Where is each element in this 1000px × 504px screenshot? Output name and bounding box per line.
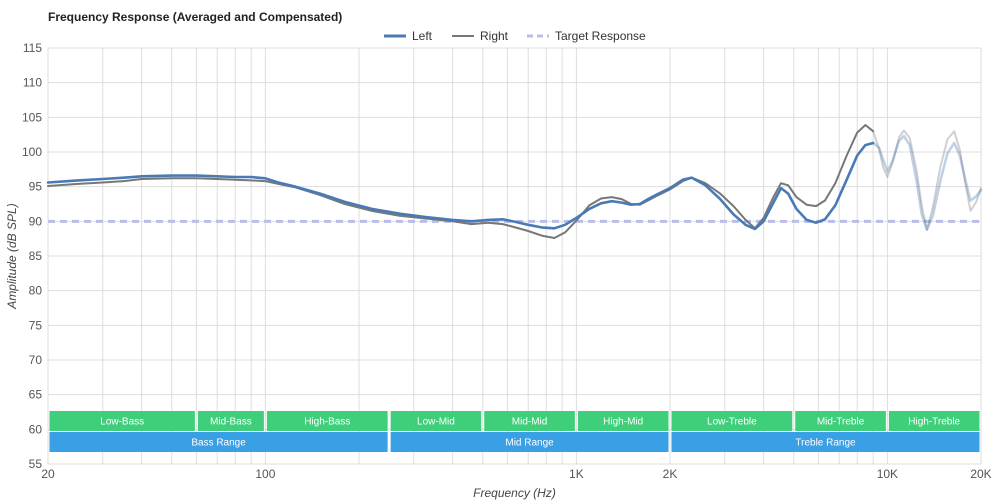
y-tick-label: 70: [29, 353, 43, 367]
range-mid-treble-label: Mid-Treble: [817, 417, 865, 428]
range-mid-range-label: Mid Range: [505, 438, 554, 449]
range-high-bass-label: High-Bass: [304, 417, 350, 428]
range-low-mid-band: [390, 411, 482, 431]
series-lines: [46, 124, 983, 239]
legend: Left Right Target Response: [384, 29, 646, 43]
range-low-treble-label: Low-Treble: [707, 417, 757, 428]
y-tick-label: 65: [29, 388, 43, 402]
y-tick-label: 100: [22, 145, 42, 159]
range-treble-range-label: Treble Range: [795, 438, 856, 449]
left-line-faded: [871, 134, 983, 231]
range-high-bass-band: [266, 411, 388, 431]
tick-labels: 55 60 65 70 75 80 85 90 95 100 105 110 115 20 100 1K 2K 1…: [22, 41, 992, 481]
x-tick-label: 100: [255, 467, 275, 481]
range-low-treble-band: [671, 411, 793, 431]
y-tick-label: 105: [22, 110, 42, 124]
range-mid-mid-band: [484, 411, 575, 431]
range-high-mid-label: High-Mid: [603, 417, 643, 428]
chart-title: Frequency Response (Averaged and Compens…: [48, 10, 343, 24]
legend-left-label: Left: [412, 29, 433, 43]
x-tick-label: 1K: [569, 467, 584, 481]
range-treble-range-band: [671, 432, 980, 452]
y-tick-label: 80: [29, 284, 43, 298]
right-line-faded: [872, 129, 982, 231]
x-tick-label: 2K: [663, 467, 678, 481]
y-tick-label: 110: [23, 76, 42, 90]
y-tick-label: 85: [29, 249, 43, 263]
left-line: [46, 141, 875, 231]
x-tick-label: 20: [41, 467, 55, 481]
range-high-treble-label: High-Treble: [908, 417, 960, 428]
range-mid-range-band: [390, 432, 669, 452]
range-low-bass-band: [49, 411, 195, 431]
y-tick-label: 60: [29, 422, 43, 436]
y-axis-title: Amplitude (dB SPL): [5, 203, 19, 309]
range-bass-range-band: [49, 432, 388, 452]
legend-right-label: Right: [480, 29, 509, 43]
y-tick-label: 95: [29, 180, 43, 194]
range-mid-mid-label: Mid-Mid: [512, 417, 548, 428]
range-low-mid-label: Low-Mid: [417, 417, 455, 428]
y-tick-label: 55: [29, 457, 43, 471]
legend-target-response-label: Target Response: [555, 29, 646, 43]
grid-lines: [47, 47, 982, 465]
y-tick-label: 90: [29, 214, 43, 228]
y-tick-label: 75: [29, 318, 43, 332]
x-axis-title: Frequency (Hz): [473, 486, 556, 500]
range-mid-bass-label: Mid-Bass: [210, 417, 252, 428]
range-high-treble-band: [888, 411, 980, 431]
range-mid-bass-band: [197, 411, 264, 431]
x-tick-label: 10K: [877, 467, 898, 481]
range-high-mid-band: [577, 411, 669, 431]
x-tick-label: 20K: [970, 467, 991, 481]
range-bass-range-label: Bass Range: [191, 438, 246, 449]
range-bands: Low-Bass Mid-Bass High-Bass Low-Mid Mid-Mid H…: [49, 411, 980, 452]
right-line: [47, 124, 875, 239]
range-low-bass-label: Low-Bass: [100, 417, 144, 428]
y-tick-label: 115: [23, 41, 42, 55]
range-mid-treble-band: [795, 411, 886, 431]
